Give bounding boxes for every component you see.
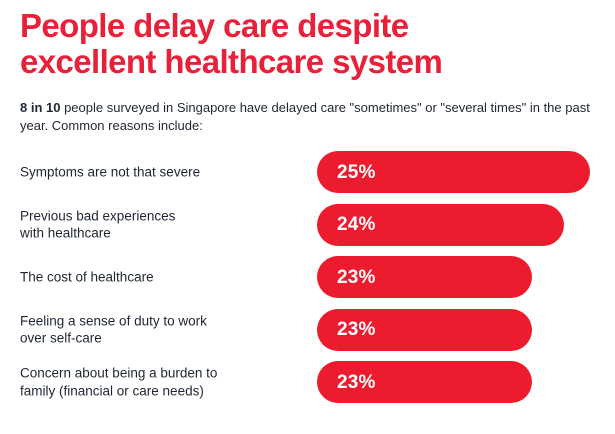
row-label-line: Concern about being a burden to	[20, 365, 218, 381]
page-title: People delay care despite excellent heal…	[20, 8, 595, 80]
row-label-0: Symptoms are not that severe	[20, 164, 305, 182]
row-label-line: with healthcare	[20, 225, 111, 241]
title-line-1: People delay care despite	[20, 7, 409, 44]
row-label-line: Feeling a sense of duty to work	[20, 313, 207, 329]
bar-3: 23%	[317, 308, 532, 351]
row-label-3: Feeling a sense of duty to work over sel…	[20, 312, 305, 347]
bar-value-4: 23%	[337, 371, 376, 393]
row-label-4: Concern about being a burden to family (…	[20, 365, 305, 400]
bar-2: 23%	[317, 256, 532, 299]
table-row: Concern about being a burden to family (…	[0, 356, 615, 409]
bar-1: 24%	[317, 203, 564, 246]
row-label-1: Previous bad experiences with healthcare	[20, 207, 305, 242]
row-label-line: over self-care	[20, 330, 102, 346]
row-label-line: The cost of healthcare	[20, 269, 154, 285]
bar-4: 23%	[317, 361, 532, 404]
reasons-bar-chart: Symptoms are not that severe 25% Previou…	[0, 146, 615, 409]
bar-value-3: 23%	[337, 319, 376, 341]
bar-track-2: 23%	[317, 256, 532, 299]
subtitle-lead: 8 in 10	[20, 100, 61, 115]
title-line-2: excellent healthcare system	[20, 43, 443, 80]
table-row: The cost of healthcare 23%	[0, 251, 615, 304]
bar-0: 25%	[317, 151, 590, 194]
row-label-line: Symptoms are not that severe	[20, 164, 201, 180]
bar-track-0: 25%	[317, 151, 590, 194]
bar-track-4: 23%	[317, 361, 532, 404]
bar-track-1: 24%	[317, 203, 564, 246]
table-row: Feeling a sense of duty to work over sel…	[0, 304, 615, 357]
row-label-2: The cost of healthcare	[20, 269, 305, 287]
bar-value-2: 23%	[337, 266, 376, 288]
subtitle: 8 in 10 people surveyed in Singapore hav…	[20, 99, 590, 134]
row-label-line: family (financial or care needs)	[20, 383, 204, 399]
bar-value-1: 24%	[337, 214, 376, 236]
table-row: Previous bad experiences with healthcare…	[0, 199, 615, 252]
subtitle-rest: people surveyed in Singapore have delaye…	[20, 100, 590, 133]
row-label-line: Previous bad experiences	[20, 208, 176, 224]
table-row: Symptoms are not that severe 25%	[0, 146, 615, 199]
bar-track-3: 23%	[317, 308, 532, 351]
bar-value-0: 25%	[337, 161, 376, 183]
